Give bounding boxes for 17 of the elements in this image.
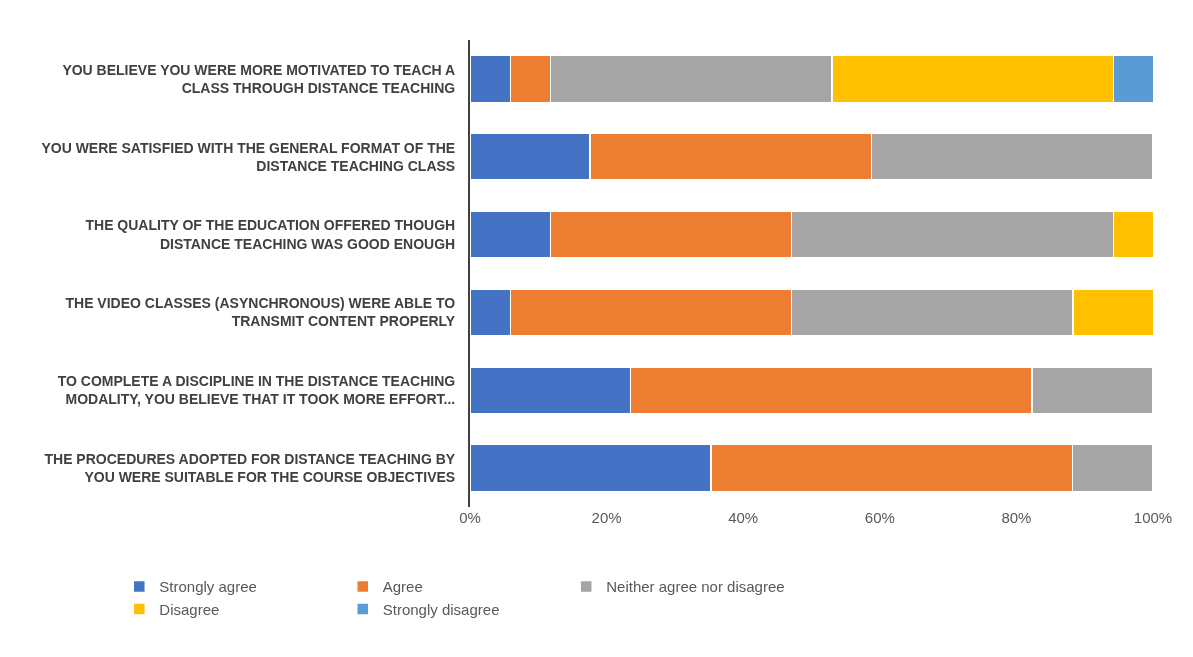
y-tick-label: YOU WERE SATISFIED WITH THE GENERAL FORMAT OF THE DISTANCE TEACHING CLASS	[41, 139, 456, 174]
y-tick-label: TO COMPLETE A DISCIPLINE IN THE DISTANCE TEACHING MODALITY, YOU BELIEVE THAT IT TOOK MORE EFFORT...	[57, 373, 456, 408]
legend-label: Agree	[382, 578, 423, 596]
x-tick-label: 40%	[728, 509, 759, 526]
legend-label: Neither agree nor disagree	[606, 578, 785, 596]
legend-label: Strongly disagree	[382, 600, 500, 618]
legend-label: Disagree	[159, 600, 220, 618]
y-tick-label: YOU BELIEVE YOU WERE MORE MOTIVATED TO TEACH A CLASS THROUGH DISTANCE TEACHING	[62, 61, 456, 96]
x-tick-label: 0%	[459, 509, 481, 526]
x-tick-label: 80%	[1001, 509, 1032, 526]
legend-label: Strongly agree	[159, 578, 257, 596]
x-tick-label: 100%	[1133, 509, 1173, 526]
y-tick-label: THE PROCEDURES ADOPTED FOR DISTANCE TEACHING BY YOU WERE SUITABLE FOR THE COURSE OBJECTIVES	[44, 450, 456, 486]
y-tick-label: THE QUALITY OF THE EDUCATION OFFERED THOUGH DISTANCE TEACHING WAS GOOD ENOUGH	[85, 217, 456, 252]
x-tick-label: 60%	[864, 509, 895, 526]
x-tick-label: 20%	[591, 509, 622, 526]
y-tick-label: THE VIDEO CLASSES (ASYNCHRONOUS) WERE ABLE TO TRANSMIT CONTENT PROPERLY	[65, 295, 456, 330]
